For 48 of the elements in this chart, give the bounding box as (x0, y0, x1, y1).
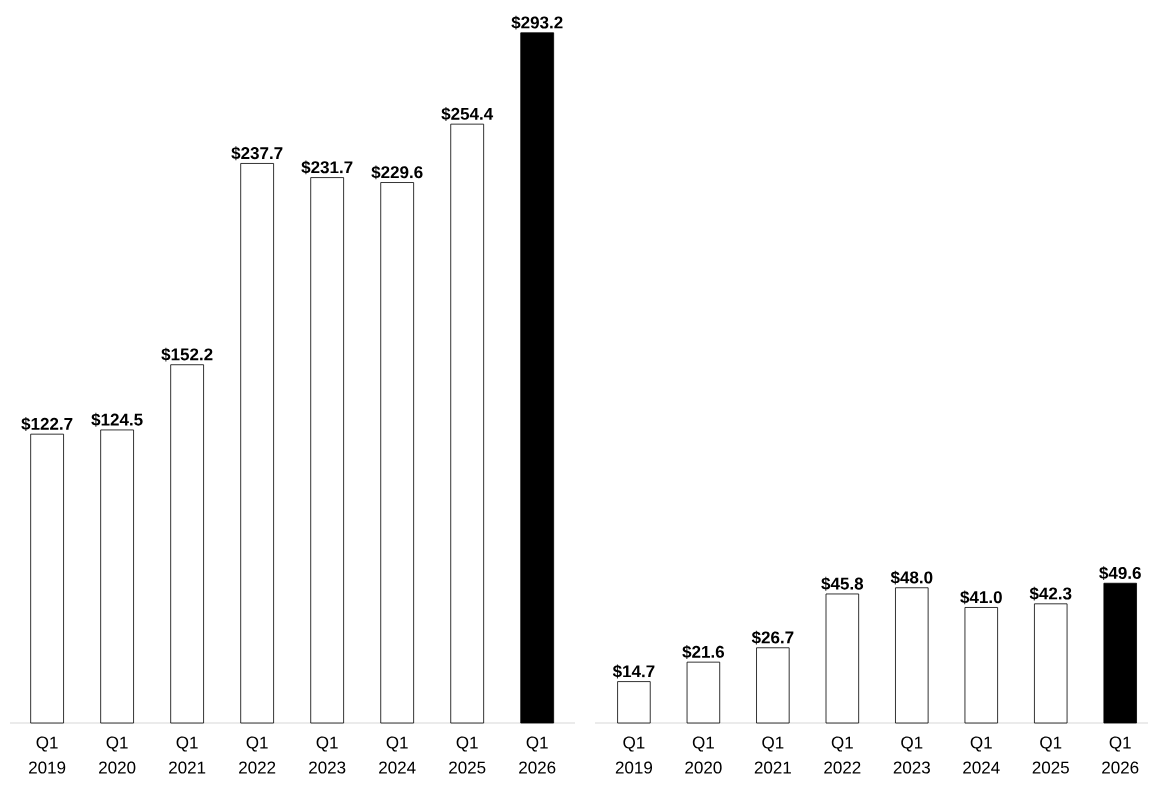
bar (756, 647, 790, 724)
bar (170, 364, 204, 724)
x-tick-label: Q1 2022 (824, 736, 861, 774)
x-tick-label: Q1 2021 (754, 736, 791, 774)
data-label: $122.7 (21, 417, 73, 431)
bar (310, 177, 345, 724)
x-tick-label: Q1 2020 (99, 736, 136, 774)
x-tick-label: Q1 2023 (893, 736, 930, 774)
bar (30, 433, 64, 724)
data-label: $41.0 (960, 590, 1002, 605)
bar (100, 429, 134, 724)
bar (617, 681, 651, 724)
x-tick-label: Q1 2021 (169, 736, 206, 774)
x-tick-label: Q1 2024 (963, 736, 1000, 774)
data-label: $254.4 (441, 107, 494, 121)
data-label: $45.8 (821, 576, 864, 591)
data-label: $49.6 (1099, 566, 1141, 581)
data-label: $21.6 (682, 645, 725, 659)
data-label: $14.7 (612, 664, 655, 679)
bar (825, 593, 860, 724)
bar (964, 607, 998, 724)
bar (1103, 582, 1137, 724)
bar (450, 123, 485, 724)
x-tick-label: Q1 2019 (615, 736, 653, 774)
x-tick-label: Q1 2022 (239, 736, 276, 774)
data-label: $124.5 (91, 412, 143, 427)
bar (686, 661, 721, 724)
bar (240, 163, 274, 724)
data-label: $231.7 (301, 160, 353, 175)
data-label: $229.6 (371, 165, 423, 180)
bar (520, 32, 555, 724)
data-label: $26.7 (751, 630, 794, 645)
bar (380, 182, 415, 724)
data-label: $42.3 (1029, 586, 1072, 601)
x-tick-label: Q1 2024 (379, 736, 416, 774)
x-tick-label: Q1 2023 (309, 736, 346, 774)
x-tick-label: Q1 2025 (1032, 736, 1069, 774)
data-label: $293.2 (511, 15, 563, 30)
x-tick-label: Q1 2026 (519, 736, 556, 774)
x-tick-label: Q1 2019 (29, 736, 66, 774)
data-label: $48.0 (890, 570, 933, 585)
bar (895, 587, 929, 724)
x-tick-label: Q1 2025 (449, 736, 486, 774)
x-tick-label: Q1 2020 (685, 736, 722, 774)
x-tick-label: Q1 2026 (1102, 736, 1139, 774)
bar (1034, 603, 1068, 724)
data-label: $152.2 (161, 347, 213, 362)
data-label: $237.7 (231, 146, 283, 161)
